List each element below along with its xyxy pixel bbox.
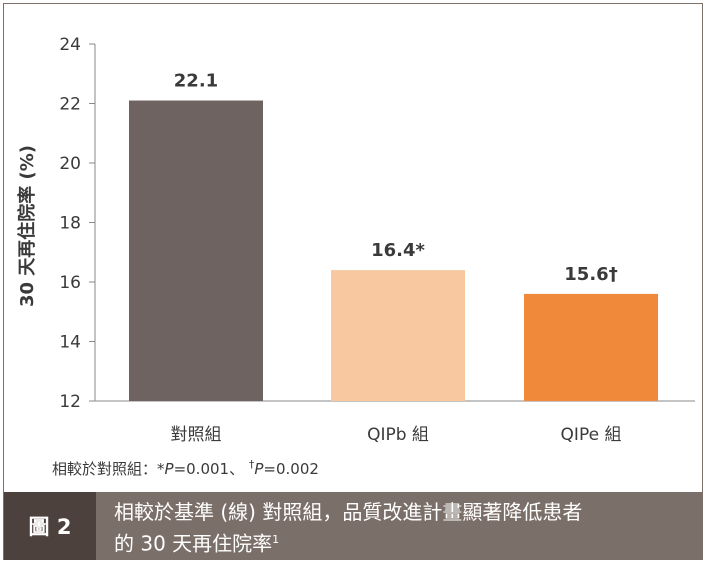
x-tick-label: 對照組 — [171, 425, 222, 445]
footnote-value-2: =0.002 — [263, 460, 319, 478]
bar-2 — [331, 270, 465, 401]
figure-number-badge: 圖 2 — [4, 492, 96, 560]
y-tick-label: 24 — [59, 35, 81, 55]
caption-line-2: 的 30 天再住院率1 — [114, 526, 699, 558]
y-axis-label: 30 天再住院率 (%) — [16, 145, 38, 307]
caption-line-2-text: 的 30 天再住院率 — [114, 531, 273, 556]
x-tick-label: QIPb 組 — [367, 425, 429, 445]
caption-reference: 1 — [272, 533, 280, 546]
footnote-prefix: 相較於對照組： — [52, 460, 158, 478]
y-tick-label: 18 — [59, 214, 81, 234]
data-label: 16.4* — [371, 240, 425, 261]
bar-chart: 12 14 16 18 20 22 24 對照組 QIPb 組 QIPe 組 22.1 16.4*… — [16, 35, 695, 445]
x-axis: 對照組 QIPb 組 QIPe 組 — [95, 400, 695, 445]
footnote-mark-2: † — [248, 458, 255, 471]
y-tick-label: 12 — [59, 392, 81, 412]
footnote-p-1: P — [164, 460, 174, 478]
y-tick-label: 20 — [59, 154, 81, 174]
y-tick-label: 22 — [59, 95, 81, 115]
bar-1 — [129, 100, 263, 402]
x-tick-label: QIPe 組 — [561, 425, 622, 445]
caption-line-1: 相較於基準 (線) 對照組，品質改進計畫顯著降低患者 — [114, 500, 583, 524]
bar-3 — [524, 293, 658, 401]
data-labels: 22.1 16.4* 15.6† — [174, 71, 618, 285]
y-axis: 12 14 16 18 20 22 24 — [59, 35, 96, 412]
y-tick-label: 16 — [59, 273, 81, 293]
bars — [129, 100, 658, 402]
footnote-p-2: P — [254, 460, 264, 478]
footnote-mark-1: * — [157, 460, 165, 478]
data-label: 15.6† — [564, 264, 617, 285]
figure-caption: 相較於基準 (線) 對照組，品質改進計畫顯著降低患者 的 30 天再住院率1 — [114, 498, 699, 558]
data-label: 22.1 — [174, 71, 218, 92]
y-tick-label: 14 — [59, 333, 81, 353]
footnote: 相較於對照組：*P=0.001、 †P=0.002 — [52, 458, 319, 479]
figure-caption-bar: 圖 2 相較於基準 (線) 對照組，品質改進計畫顯著降低患者 的 30 天再住院… — [4, 492, 703, 560]
footnote-value-1: =0.001、 — [173, 460, 245, 478]
